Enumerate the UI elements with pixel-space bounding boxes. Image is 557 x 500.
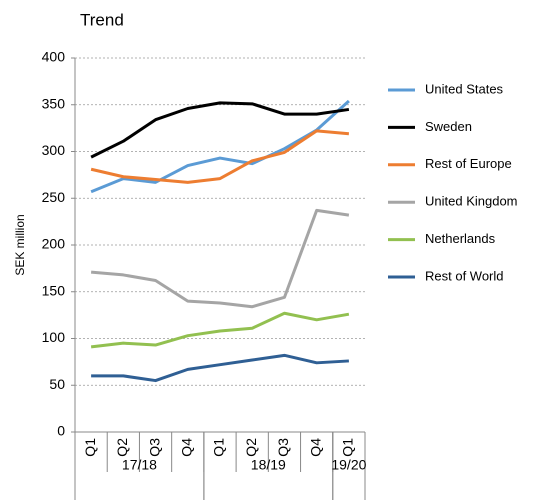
y-tick-label: 250 xyxy=(42,189,66,205)
x-tick-label: Q2 xyxy=(114,438,130,457)
legend-label: United Kingdom xyxy=(425,194,518,209)
x-tick-label: Q2 xyxy=(243,438,259,457)
x-tick-label: Q1 xyxy=(340,438,356,457)
legend-label: Netherlands xyxy=(425,231,496,246)
x-tick-label: Q4 xyxy=(307,438,323,457)
y-tick-label: 150 xyxy=(42,282,66,298)
x-tick-label: Q3 xyxy=(275,438,291,457)
series-line xyxy=(91,353,349,383)
series-line xyxy=(90,99,350,194)
x-group-label: 18/19 xyxy=(251,457,286,473)
x-tick-label: Q1 xyxy=(82,438,98,457)
series-line xyxy=(90,129,350,184)
series-line xyxy=(90,311,350,349)
y-tick-label: 0 xyxy=(57,423,65,439)
x-tick-label: Q4 xyxy=(178,438,194,457)
legend-label: Rest of Europe xyxy=(425,156,512,171)
series-line xyxy=(90,208,350,309)
x-tick-label: Q1 xyxy=(211,438,227,457)
y-tick-label: 350 xyxy=(42,95,66,111)
y-tick-label: 200 xyxy=(42,236,66,252)
legend-label: Sweden xyxy=(425,119,472,134)
y-axis-label: SEK million xyxy=(13,214,27,275)
y-tick-label: 300 xyxy=(42,142,66,158)
legend-label: Rest of World xyxy=(425,268,504,283)
chart-title: Trend xyxy=(80,10,124,29)
x-tick-label: Q3 xyxy=(146,438,162,457)
x-group-label: 17/18 xyxy=(122,457,157,473)
y-tick-label: 400 xyxy=(42,49,66,65)
series-line xyxy=(90,101,350,159)
legend-label: United States xyxy=(425,81,504,96)
y-tick-label: 100 xyxy=(42,329,66,345)
y-tick-label: 50 xyxy=(49,376,65,392)
x-group-label: 19/20 xyxy=(331,457,366,473)
